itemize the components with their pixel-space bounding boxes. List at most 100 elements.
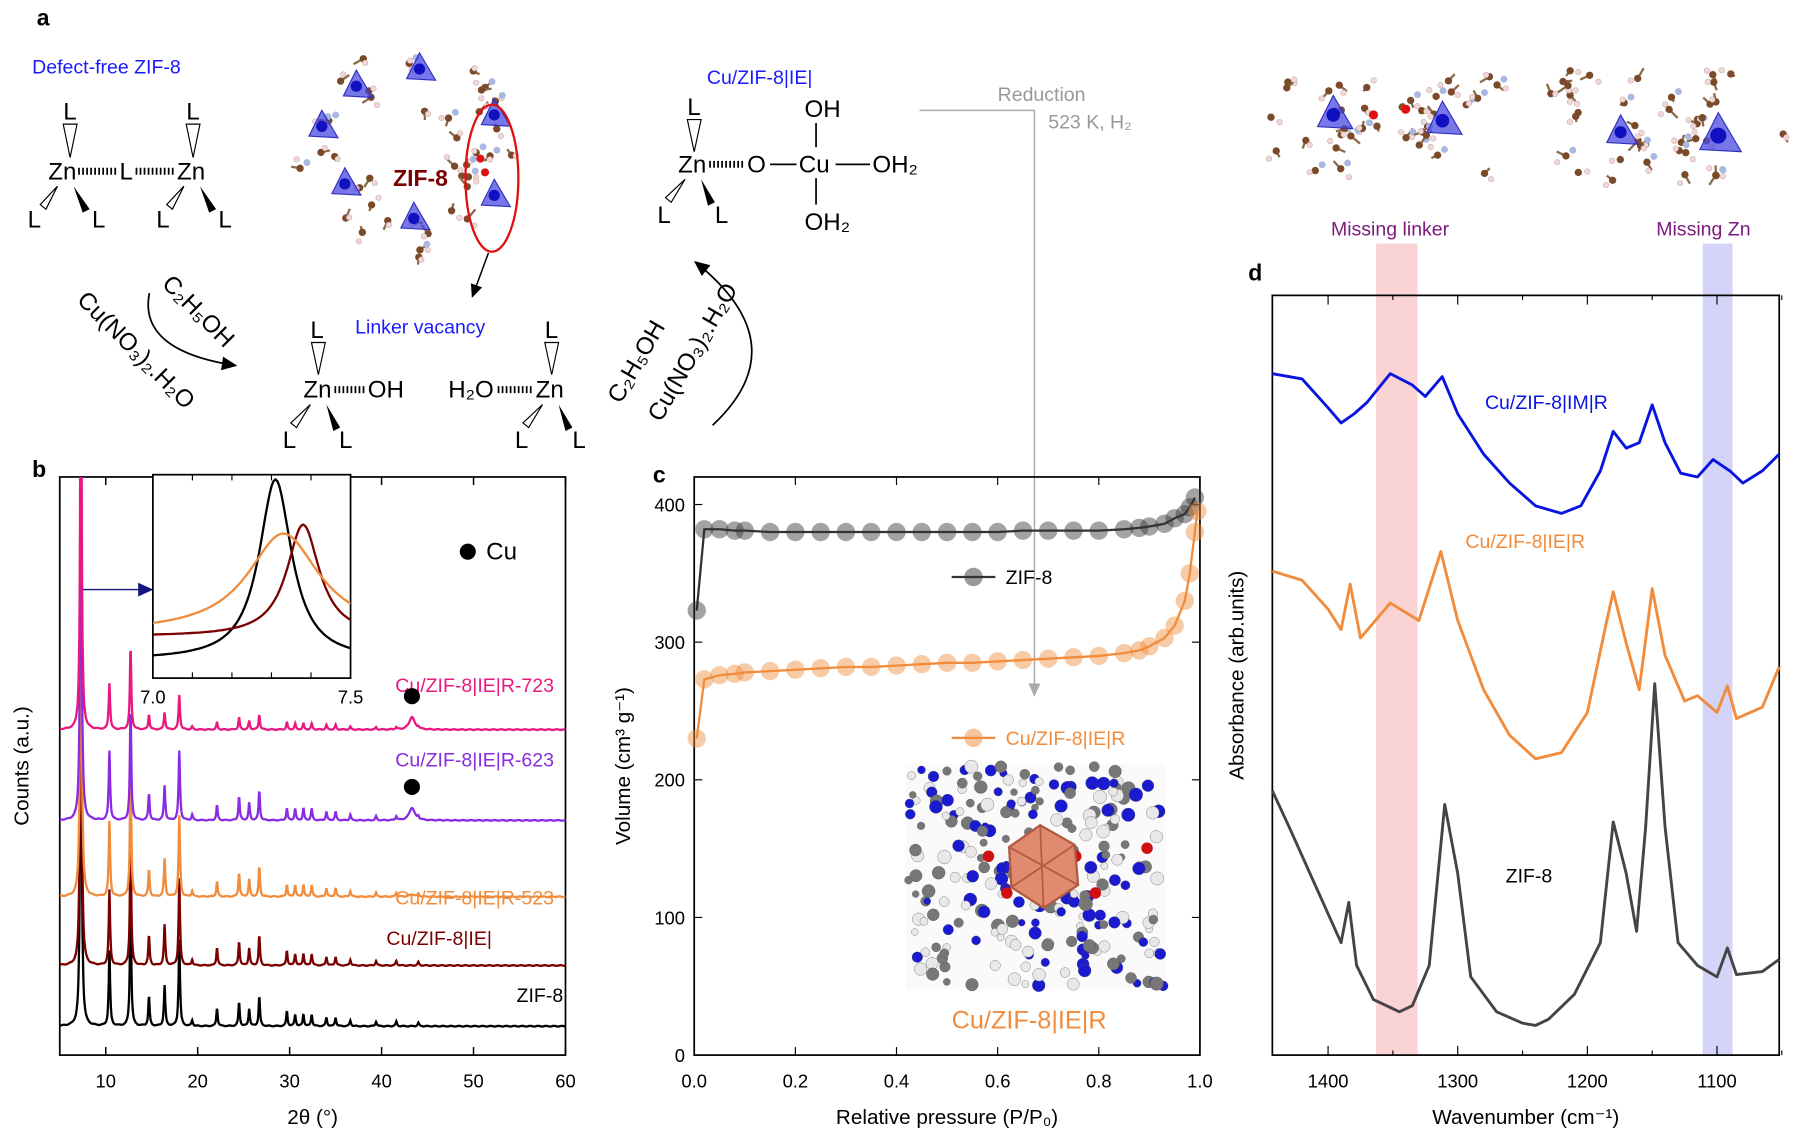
wedge-open (310, 341, 326, 375)
isotherm-line (695, 497, 1196, 611)
copper-label: Cu (799, 151, 830, 178)
carbon-atom (1692, 135, 1700, 143)
zn-atom (339, 178, 351, 190)
ligand-label: L (657, 202, 670, 229)
nitrogen-atom (493, 146, 501, 154)
atom (1120, 840, 1130, 849)
legend-cu-label: Cu (486, 539, 517, 566)
atom (1016, 796, 1027, 807)
atom (966, 870, 979, 883)
hydrogen-atom (473, 178, 480, 185)
hydrogen-atom (371, 180, 378, 187)
hydrogen-atom (471, 147, 478, 155)
carbon-atom (1473, 94, 1482, 102)
atom (911, 951, 923, 963)
ftir-series-line (1271, 682, 1781, 1027)
zn-atom (488, 189, 500, 202)
ligand-label: L (545, 317, 558, 344)
hydrogen-atom (424, 247, 431, 254)
atom (1149, 830, 1163, 844)
hydrogen-atom (457, 130, 464, 137)
hydrogen-atom (478, 95, 485, 102)
wedge-solid (326, 404, 341, 432)
carbon-atom (447, 207, 456, 215)
isotherm-point (1180, 564, 1200, 583)
ligand-label: L (120, 158, 133, 185)
isotherm-point (937, 653, 957, 672)
nitrogen-atom (479, 143, 487, 151)
nitrogen-atom (1365, 119, 1373, 127)
isotherm-point (1140, 637, 1159, 656)
isotherm-point (836, 522, 856, 542)
x-tick-label: 0.4 (884, 1070, 910, 1091)
ligand-label: L (92, 207, 105, 234)
atom (1098, 840, 1110, 852)
y-tick-label: 300 (654, 632, 685, 653)
ligand-label: L (186, 99, 199, 126)
atom (977, 905, 991, 919)
carbon-atom (1566, 91, 1574, 99)
isotherm-point (1130, 518, 1149, 538)
atom (1099, 920, 1109, 929)
series-label: Cu/ZIF-8|IE|R (1465, 531, 1585, 553)
atom (1111, 853, 1124, 866)
carbon-atom (1447, 88, 1456, 96)
atom (1066, 935, 1078, 948)
nitrogen-atom (471, 167, 479, 175)
wedge-open (664, 178, 686, 204)
isotherm-point (1155, 514, 1174, 533)
hydrogen-atom (385, 221, 392, 228)
nitrogen-atom (498, 92, 506, 99)
isotherm-point (912, 654, 931, 674)
hydrogen-atom (1265, 155, 1272, 162)
isotherm-point (1114, 520, 1134, 539)
linker-vacancy-structure: L Zn OH L L L H₂O Zn L L (283, 317, 586, 454)
atom (917, 765, 926, 775)
carbon-atom (1272, 147, 1280, 155)
ligand-label: L (572, 427, 585, 454)
hydrogen-atom (373, 101, 381, 108)
wedge-open (522, 404, 543, 429)
oxygen-atom (481, 168, 490, 177)
isotherm-point (710, 520, 729, 539)
hydrogen-atom (1640, 145, 1647, 152)
ligand-label: L (156, 207, 169, 234)
zif8-cage-image (291, 51, 519, 265)
atom (1060, 967, 1071, 978)
carbon-atom (1302, 136, 1310, 145)
x-tick-label: 10 (96, 1070, 116, 1091)
hydrogen-atom (1627, 77, 1634, 84)
carbon-atom (1709, 71, 1717, 79)
ligand-label: L (715, 202, 728, 229)
cu-cluster-bonds (1008, 825, 1079, 909)
atom (1053, 762, 1064, 772)
atom (979, 838, 988, 847)
atom (1154, 948, 1166, 960)
defect-free-title: Defect-free ZIF-8 (32, 57, 181, 79)
atom (1096, 776, 1111, 791)
atom (984, 877, 998, 890)
zn-label: Zn (678, 151, 706, 178)
nitrogen-atom (488, 78, 496, 86)
hydrogen-atom (1602, 182, 1610, 189)
atom (911, 928, 919, 936)
atom (1149, 976, 1164, 991)
atom (941, 811, 951, 821)
carbon-atom (1360, 104, 1369, 112)
atom (905, 809, 916, 820)
atom (973, 771, 983, 781)
atom (1128, 787, 1143, 802)
ftir-chart: 1400 1300 1200 1100 Wavenumber (cm⁻¹) Absorba… (1226, 243, 1783, 1129)
nitrogen-atom (423, 240, 431, 248)
ligand-label: L (339, 427, 352, 454)
isotherm-point (988, 522, 1007, 542)
hydrogen-atom (1566, 119, 1573, 126)
carbon-atom (1433, 151, 1442, 159)
isotherm-chart: 0.0 0.2 0.4 0.6 0.8 1.0 0 100 200 300 400 Relative … (612, 476, 1213, 1129)
atom (927, 770, 940, 783)
nitrogen-atom (332, 111, 340, 119)
carbon-atom (1643, 158, 1651, 166)
atom (1096, 878, 1109, 891)
hydrogen-atom (1662, 101, 1669, 108)
zn-label: Zn (303, 377, 331, 404)
